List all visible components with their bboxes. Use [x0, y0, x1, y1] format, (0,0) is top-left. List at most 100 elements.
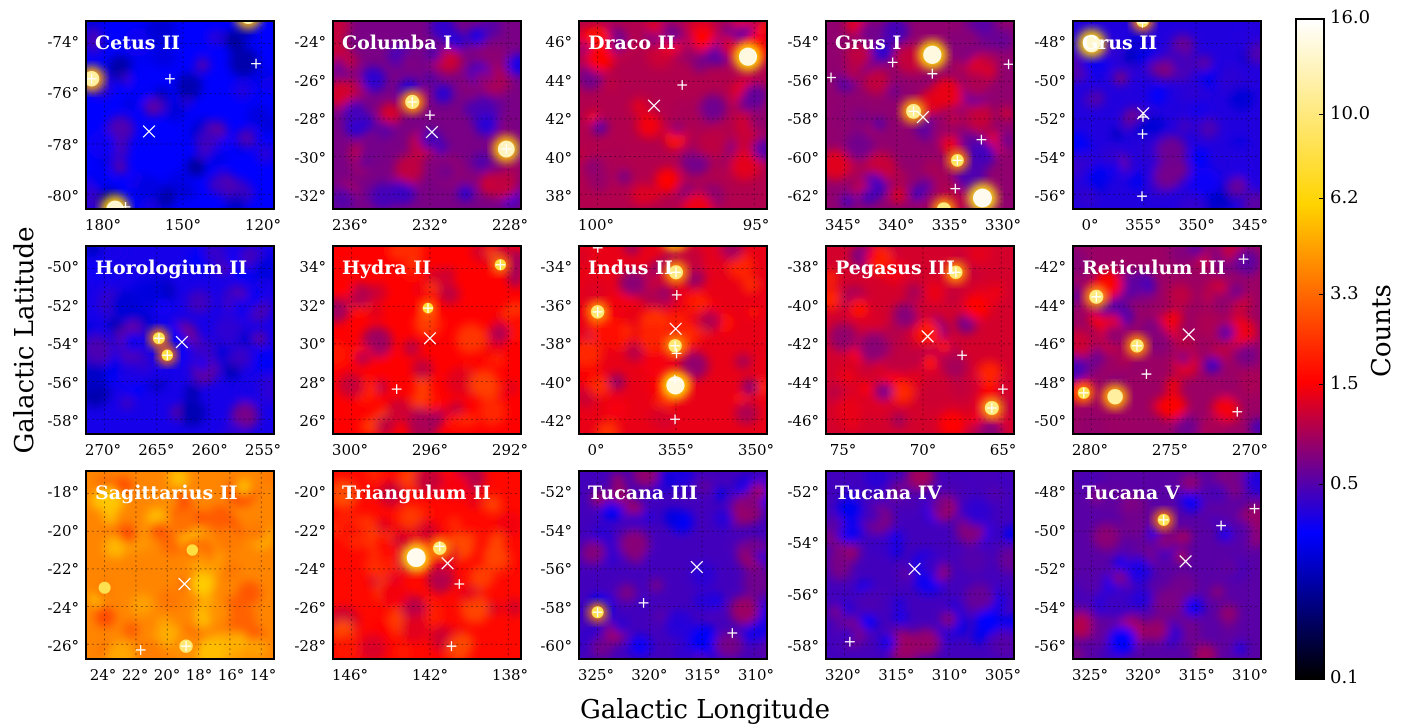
noise-blob: [190, 571, 216, 597]
noise-blob: [357, 155, 371, 169]
x-tick-label: 310°: [931, 666, 968, 684]
noise-blob: [407, 407, 432, 432]
plus-marker: [1137, 129, 1148, 139]
noise-blob: [87, 321, 96, 337]
heatmap: [580, 472, 766, 658]
plus-marker: [1158, 515, 1169, 525]
noise-blob: [1113, 70, 1128, 85]
plus-marker: [407, 97, 418, 107]
noise-blob: [605, 398, 627, 420]
y-tick-label: -52°: [1034, 560, 1066, 578]
noise-blob: [930, 497, 947, 515]
noise-blob: [629, 634, 652, 658]
noise-blob: [440, 473, 470, 503]
noise-blob: [589, 376, 611, 397]
noise-blob: [226, 604, 257, 634]
noise-blob: [1103, 325, 1125, 347]
noise-blob: [170, 509, 198, 536]
noise-blob: [609, 484, 630, 505]
y-tick-label: -54°: [540, 521, 572, 540]
noise-blob: [658, 287, 670, 300]
noise-blob: [403, 339, 420, 357]
noise-blob: [845, 384, 858, 397]
noise-blob: [389, 593, 404, 608]
noise-blob: [482, 543, 509, 570]
noise-blob: [827, 516, 843, 534]
noise-blob: [1174, 414, 1201, 433]
noise-blob: [911, 628, 941, 658]
noise-blob: [1148, 86, 1167, 105]
target-cross-marker: [425, 125, 439, 139]
noise-blob: [433, 84, 453, 104]
noise-blob: [233, 649, 249, 658]
noise-blob: [237, 581, 262, 606]
y-tick-label: -38°: [787, 258, 819, 276]
noise-blob: [1158, 392, 1187, 421]
x-tick-label: 265°: [138, 441, 175, 459]
noise-blob: [580, 337, 603, 369]
noise-blob: [411, 358, 434, 380]
noise-blob: [931, 77, 963, 109]
source-halo: [236, 22, 260, 30]
noise-blob: [1002, 525, 1013, 543]
noise-blob: [96, 247, 127, 264]
y-tick-label: -28°: [294, 110, 326, 128]
x-tick-label: 146°: [331, 666, 369, 684]
noise-blob: [729, 150, 760, 181]
noise-blob: [186, 157, 206, 177]
noise-blob: [671, 123, 684, 136]
noise-blob: [581, 540, 606, 565]
noise-blob: [482, 494, 502, 514]
colorbar-tick-mark: [1319, 18, 1325, 19]
noise-blob: [1233, 248, 1260, 276]
noise-blob: [875, 382, 893, 401]
noise-blob: [1178, 193, 1206, 208]
x-tick-label: 340°: [878, 216, 915, 234]
plus-marker: [1249, 503, 1260, 514]
noise-blob: [1225, 316, 1257, 348]
y-tick-label: 26°: [299, 412, 326, 430]
y-tick-label: -60°: [540, 637, 572, 655]
noise-blob: [959, 545, 988, 575]
noise-blob: [940, 611, 957, 628]
noise-blob: [888, 545, 902, 558]
noise-blob: [713, 508, 734, 530]
y-tick-label: -28°: [294, 637, 326, 655]
noise-blob: [836, 102, 865, 131]
noise-blob: [400, 54, 416, 69]
noise-blob: [246, 521, 268, 543]
noise-blob: [610, 472, 625, 486]
noise-blob: [889, 186, 907, 204]
x-tick-label: 325°: [577, 666, 615, 684]
noise-blob: [1165, 377, 1181, 393]
noise-blob: [87, 45, 101, 59]
source-core: [738, 47, 758, 66]
noise-blob: [203, 247, 227, 263]
y-tick-label: -80°: [47, 187, 79, 205]
colorbar-tick-label: 6.2: [1330, 187, 1359, 208]
x-tick-label: 335°: [931, 216, 968, 234]
noise-blob: [648, 405, 672, 429]
noise-blob: [891, 413, 906, 428]
noise-blob: [503, 380, 518, 395]
y-tick-label: -54°: [787, 534, 819, 553]
map-panel: Tucana V: [1072, 470, 1262, 660]
x-tick-label: 150°: [164, 216, 202, 234]
noise-blob: [487, 532, 506, 550]
y-tick-label: -22°: [47, 560, 79, 578]
x-tick-label: 320°: [824, 666, 862, 684]
noise-blob: [1168, 477, 1182, 492]
heatmap: [87, 22, 273, 208]
y-tick-label: -44°: [1034, 296, 1066, 315]
y-tick-label: -26°: [294, 71, 326, 90]
y-tick-label: -24°: [294, 33, 326, 51]
noise-blob: [1196, 55, 1212, 71]
map-panel: Grus I: [825, 20, 1015, 210]
y-tick-label: -56°: [787, 71, 819, 90]
noise-blob: [608, 373, 626, 391]
noise-blob: [892, 596, 907, 611]
colorbar-tick-mark: [1319, 484, 1325, 485]
colorbar: [1295, 18, 1325, 680]
x-tick-label: 100°: [577, 216, 615, 234]
noise-blob: [135, 175, 163, 202]
